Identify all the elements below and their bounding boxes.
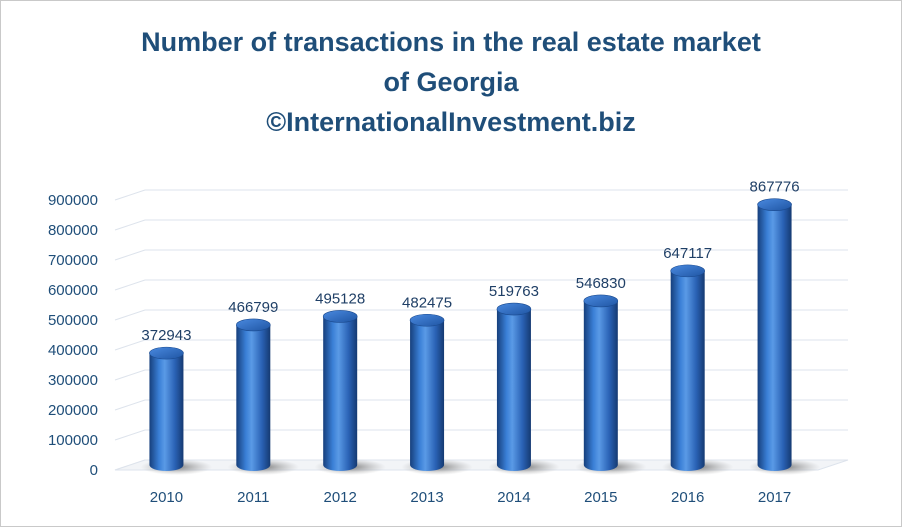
bar-body <box>323 316 358 471</box>
bar-body <box>410 320 445 471</box>
bar-2016 <box>670 264 705 471</box>
bar-top <box>322 310 358 323</box>
x-tick-label: 2011 <box>237 489 269 506</box>
bar-2013 <box>409 313 445 471</box>
bar-body <box>757 204 792 471</box>
bar-top <box>409 313 445 327</box>
y-tick-label: 400000 <box>48 342 98 359</box>
bar-body <box>236 324 271 471</box>
y-tick-label: 900000 <box>48 192 98 209</box>
bar-body <box>149 353 184 471</box>
data-label: 372943 <box>141 327 191 344</box>
bar-body <box>583 300 618 471</box>
y-tick-label: 0 <box>90 462 98 479</box>
data-label: 867776 <box>750 179 800 196</box>
bar-body <box>496 309 531 471</box>
gridline-side <box>114 339 146 351</box>
bar-top <box>236 318 271 332</box>
bar-2010 <box>149 346 184 471</box>
chart-title-line-3: ©InternationalInvestment.biz <box>266 107 636 137</box>
bar-2012 <box>322 310 358 471</box>
bar-2015 <box>583 294 619 471</box>
data-label: 647117 <box>663 245 712 262</box>
gridline-side <box>114 399 146 411</box>
bar-body <box>670 270 705 471</box>
y-tick-label: 800000 <box>48 222 98 239</box>
floor <box>114 459 849 471</box>
bar-top <box>583 294 619 308</box>
data-label: 466799 <box>228 299 278 316</box>
chart-title-line-2: of Georgia <box>383 67 519 97</box>
data-label: 519763 <box>489 283 539 300</box>
x-tick-label: 2013 <box>410 489 443 506</box>
bar-2017 <box>757 198 792 471</box>
bar-top <box>670 264 705 278</box>
gridline-side <box>114 189 146 201</box>
gridline-side <box>114 279 146 291</box>
gridline-side <box>114 429 146 441</box>
data-label: 482475 <box>402 294 452 311</box>
bar-top <box>149 346 184 360</box>
x-tick-label: 2015 <box>584 489 617 506</box>
y-tick-label: 700000 <box>48 252 98 269</box>
x-tick-label: 2010 <box>150 489 183 506</box>
gridline-side <box>114 219 146 231</box>
x-tick-label: 2017 <box>758 489 791 506</box>
chart-title-line-1: Number of transactions in the real estat… <box>141 27 761 57</box>
gridline-side <box>114 309 146 321</box>
data-label: 546830 <box>576 275 626 292</box>
gridline-side <box>114 369 146 381</box>
y-tick-label: 300000 <box>48 372 98 389</box>
x-tick-label: 2012 <box>324 489 357 506</box>
bar-top <box>496 302 532 316</box>
y-tick-label: 200000 <box>48 402 98 419</box>
y-tick-label: 600000 <box>48 282 98 299</box>
y-tick-label: 500000 <box>48 312 98 329</box>
bar-2014 <box>496 302 532 471</box>
y-tick-label: 100000 <box>48 432 98 449</box>
data-label: 495128 <box>315 290 365 307</box>
bar-2011 <box>236 318 271 471</box>
x-tick-label: 2014 <box>497 489 530 506</box>
gridline-side <box>114 249 146 261</box>
chart-title: Number of transactions in the real estat… <box>0 22 902 142</box>
bar-top <box>757 198 792 211</box>
x-tick-label: 2016 <box>671 489 704 506</box>
